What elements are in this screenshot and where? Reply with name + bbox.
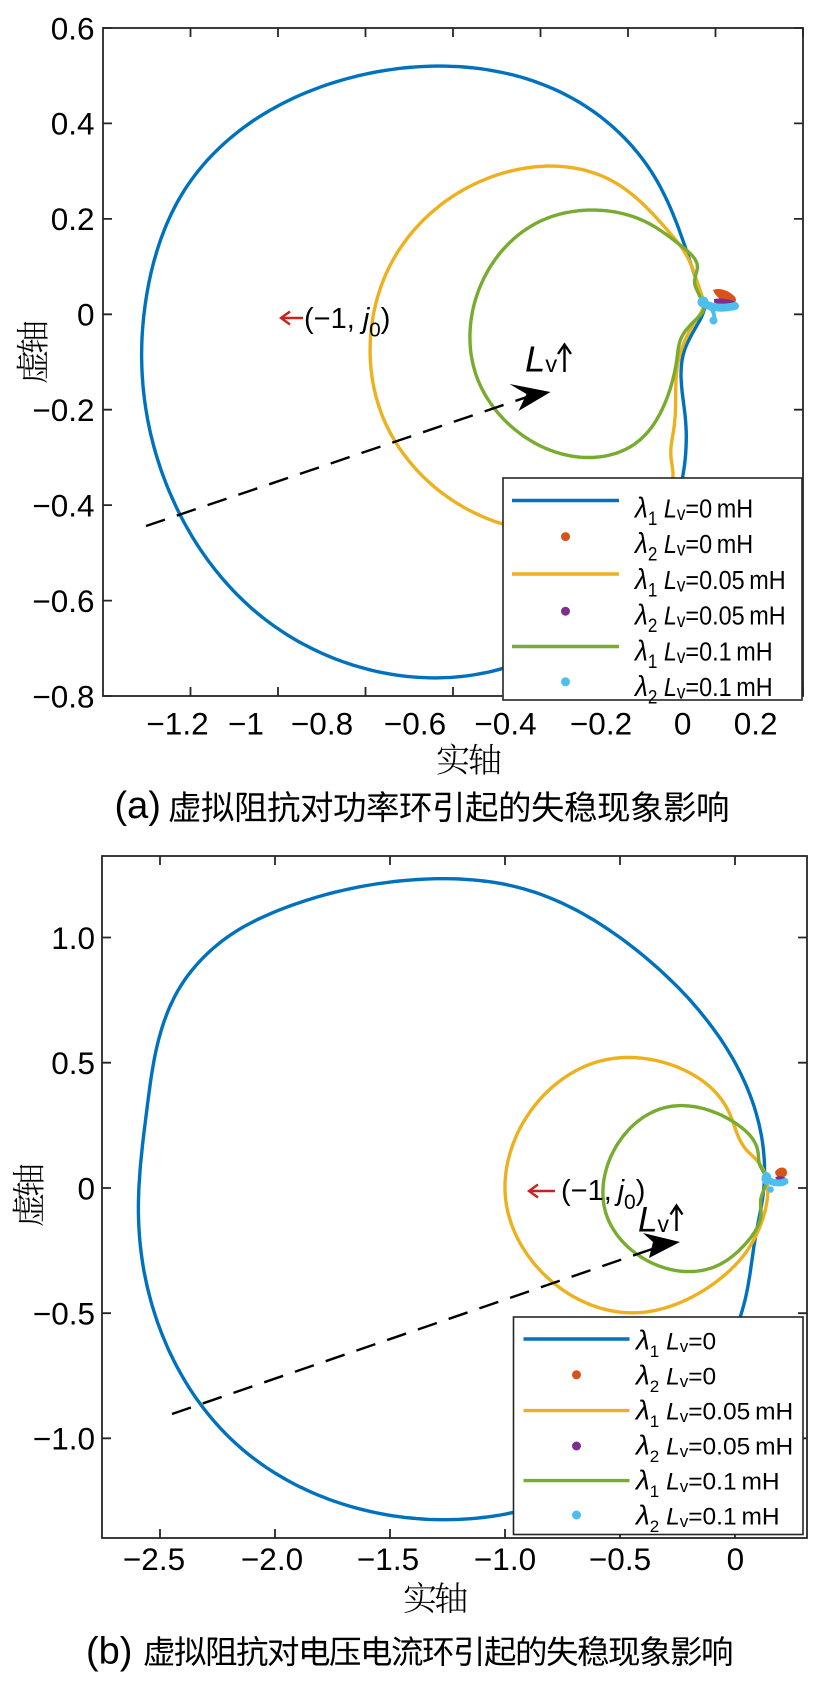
- svg-text:λ1 Lv=0.1 mH: λ1 Lv=0.1 mH: [633, 634, 773, 672]
- svg-text:(a): (a): [115, 785, 161, 827]
- svg-text:−1.0: −1.0: [33, 1421, 95, 1457]
- svg-text:−2.0: −2.0: [241, 1541, 303, 1577]
- svg-text:−0.4: −0.4: [474, 706, 536, 742]
- svg-text:λ2 Lv=0.05 mH: λ2 Lv=0.05 mH: [634, 1429, 793, 1466]
- svg-text:λ1 Lv=0.05 mH: λ1 Lv=0.05 mH: [634, 1394, 793, 1431]
- svg-text:0: 0: [674, 706, 692, 742]
- svg-text:0: 0: [727, 1541, 745, 1577]
- svg-text:0: 0: [77, 297, 95, 333]
- svg-text:−0.5: −0.5: [33, 1296, 95, 1332]
- svg-text:−1.0: −1.0: [474, 1541, 536, 1577]
- svg-text:(b): (b): [86, 1631, 132, 1673]
- svg-text:−0.2: −0.2: [570, 706, 632, 742]
- svg-text:0.2: 0.2: [51, 201, 95, 237]
- svg-text:−2.5: −2.5: [123, 1541, 185, 1577]
- svg-text:−0.6: −0.6: [32, 583, 94, 619]
- svg-text:λ1 Lv=0.05 mH: λ1 Lv=0.05 mH: [633, 563, 786, 601]
- svg-text:−0.4: −0.4: [32, 487, 94, 523]
- svg-text:λ1 Lv=0 mH: λ1 Lv=0 mH: [633, 491, 753, 529]
- svg-text:Lv: Lv: [525, 339, 557, 380]
- svg-text:0.2: 0.2: [734, 706, 778, 742]
- svg-text:0.5: 0.5: [51, 1045, 95, 1081]
- svg-text:λ2 Lv=0.05 mH: λ2 Lv=0.05 mH: [633, 598, 786, 636]
- svg-text:1.0: 1.0: [51, 920, 95, 956]
- svg-text:−0.6: −0.6: [384, 706, 446, 742]
- svg-text:−0.2: −0.2: [32, 392, 94, 428]
- svg-text:−1.5: −1.5: [357, 1541, 419, 1577]
- svg-text:−0.5: −0.5: [589, 1541, 651, 1577]
- svg-text:0.6: 0.6: [51, 10, 95, 46]
- svg-text:λ2 Lv=0.1 mH: λ2 Lv=0.1 mH: [633, 670, 773, 708]
- svg-text:−0.8: −0.8: [32, 678, 94, 714]
- svg-text:−1: −1: [228, 706, 264, 742]
- svg-text:0.4: 0.4: [51, 106, 95, 142]
- svg-text:−0.8: −0.8: [291, 706, 353, 742]
- svg-text:−1.2: −1.2: [146, 706, 208, 742]
- svg-text:λ2 Lv=0 mH: λ2 Lv=0 mH: [633, 527, 753, 565]
- svg-text:λ1 Lv=0: λ1 Lv=0: [634, 1324, 716, 1361]
- svg-text:Lv: Lv: [638, 1201, 669, 1240]
- svg-text:0: 0: [77, 1170, 95, 1206]
- svg-text:λ2 Lv=0: λ2 Lv=0: [634, 1359, 716, 1396]
- svg-text:λ1 Lv=0.1 mH: λ1 Lv=0.1 mH: [634, 1464, 780, 1501]
- svg-text:λ2 Lv=0.1 mH: λ2 Lv=0.1 mH: [634, 1499, 780, 1536]
